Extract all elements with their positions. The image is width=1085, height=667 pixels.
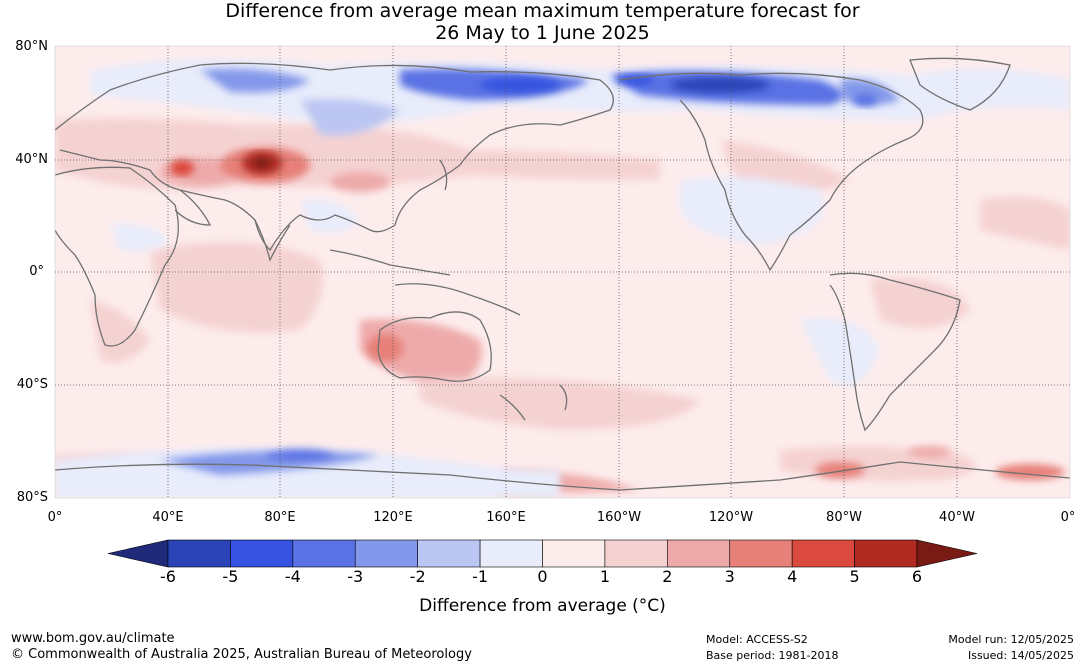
colorbar-tick-label: 2 [662, 567, 673, 586]
footer-copyright: © Commonwealth of Australia 2025, Austra… [11, 647, 472, 662]
colorbar-tick-label: 1 [599, 567, 610, 586]
lat-label-80n: 80°N [15, 39, 48, 54]
colorbar-tick-label: 5 [849, 567, 860, 586]
colorbar-segment [292, 539, 356, 568]
chart-title: Difference from average mean maximum tem… [0, 0, 1085, 44]
lat-label-0: 0° [29, 264, 44, 279]
colorbar-tick-label: 4 [787, 567, 798, 586]
lon-label-160e: 160°E [486, 510, 526, 525]
lon-label-160w: 160°W [596, 510, 642, 525]
colorbar-segment [542, 539, 606, 568]
footer-url: www.bom.gov.au/climate [11, 631, 175, 646]
colorbar-segment [604, 539, 668, 568]
colorbar-segment [417, 539, 481, 568]
coastlines [55, 57, 1070, 491]
colorbar-tick-label: -3 [347, 567, 364, 586]
lon-label-40w: 40°W [939, 510, 975, 525]
lon-label-0-east: 0° [1060, 510, 1076, 525]
footer-issued: Issued: 14/05/2025 [967, 649, 1074, 662]
colorbar-tick-label: 3 [724, 567, 735, 586]
colorbar-segment [854, 539, 918, 568]
lon-label-80w: 80°W [826, 510, 862, 525]
title-line-1: Difference from average mean maximum tem… [225, 0, 860, 22]
colorbar-tick-label: -6 [160, 567, 176, 586]
colorbar-tick-label: -4 [284, 567, 301, 586]
temperature-anomaly-map [54, 45, 1071, 499]
lat-label-80s: 80°S [16, 490, 48, 505]
colorbar-tick-label: 0 [537, 567, 548, 586]
footer-model-run: Model run: 12/05/2025 [948, 633, 1074, 646]
colorbar-tick-label: -1 [472, 567, 489, 586]
colorbar-segment [230, 539, 294, 568]
colorbar-segment [354, 539, 418, 568]
footer-base-period: Base period: 1981-2018 [706, 649, 839, 662]
title-line-2: 26 May to 1 June 2025 [435, 22, 650, 44]
map-frame [54, 45, 1071, 499]
colorbar-segment [167, 539, 231, 568]
colorbar-segment [479, 539, 543, 568]
gridlines [55, 46, 1070, 498]
footer-model: Model: ACCESS-S2 [706, 633, 808, 646]
cool-anomaly-regions [55, 58, 1070, 498]
colorbar-segment [791, 539, 855, 568]
colorbar-segment [667, 539, 731, 568]
lat-label-40s: 40°S [16, 377, 48, 392]
colorbar-extend-low [107, 539, 169, 568]
colorbar-extend-high [916, 539, 978, 568]
colorbar-tick-label: -2 [409, 567, 426, 586]
lon-label-80e: 80°E [264, 510, 296, 525]
lat-label-40n: 40°N [15, 152, 48, 167]
lon-label-0: 0° [47, 510, 63, 525]
colorbar-tick-label: -5 [222, 567, 239, 586]
lon-label-120w: 120°W [708, 510, 754, 525]
colorbar-tick-label: 6 [911, 567, 923, 586]
colorbar-label: Difference from average (°C) [419, 596, 666, 616]
colorbar-segment [729, 539, 793, 568]
lon-label-120e: 120°E [373, 510, 413, 525]
lon-label-40e: 40°E [152, 510, 184, 525]
